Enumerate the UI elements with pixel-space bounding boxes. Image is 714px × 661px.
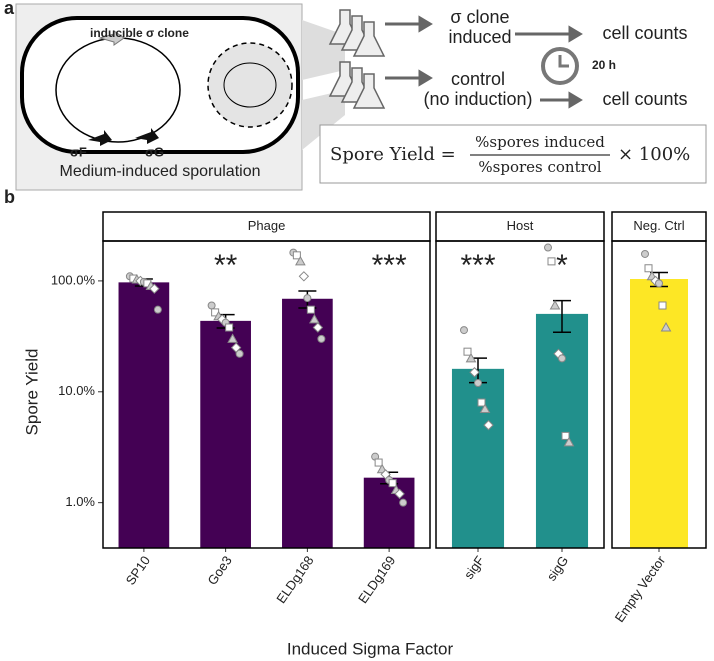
significance: ** — [214, 249, 238, 282]
data-point — [465, 352, 477, 363]
panel-strip — [611, 211, 707, 242]
x-tick-label: ELDg168 — [273, 553, 316, 606]
arrows — [385, 15, 583, 109]
panel-title: Phage — [248, 218, 286, 233]
x-tick-label: SP10 — [123, 553, 154, 588]
data-point — [644, 264, 653, 273]
zoom-wedge — [302, 90, 345, 150]
bar — [535, 313, 589, 548]
formula-denominator: %spores control — [478, 158, 601, 176]
panel-label: a — [4, 0, 15, 18]
y-axis-title: Spore Yield — [22, 349, 41, 436]
data-point — [547, 257, 556, 266]
gene-label: σG — [145, 144, 164, 159]
bar — [200, 320, 251, 548]
caption: Medium-induced sporulation — [60, 163, 261, 180]
plasmid-label: inducible σ clone — [90, 26, 189, 40]
bar — [451, 368, 505, 548]
control-label: (no induction) — [423, 89, 532, 109]
data-point — [561, 431, 570, 440]
data-point — [227, 333, 238, 343]
data-point — [660, 321, 672, 332]
y-tick-label: 1.0% — [65, 494, 95, 509]
data-point — [399, 498, 408, 507]
data-point — [469, 367, 480, 378]
data-point — [641, 249, 649, 258]
x-tick-label: Goe3 — [204, 553, 235, 588]
clock — [541, 47, 579, 85]
data-point — [655, 279, 663, 288]
gene-arrow — [88, 130, 112, 146]
significance: * — [556, 249, 568, 282]
data-point — [317, 334, 326, 343]
formula-factor: × 100% — [618, 144, 690, 165]
data-point — [207, 301, 216, 310]
spore-plasmid — [223, 62, 277, 108]
data-point — [558, 354, 566, 363]
data-point — [374, 458, 383, 467]
data-point — [544, 243, 552, 252]
formula-numerator: %spores induced — [475, 133, 605, 151]
data-point — [153, 305, 162, 314]
formula-lhs: Spore Yield = — [330, 144, 456, 165]
data-point — [460, 326, 468, 335]
bar — [363, 477, 415, 548]
formula-box — [319, 124, 707, 184]
data-point — [388, 479, 397, 488]
data-point — [295, 255, 306, 266]
x-axis-title: Induced Sigma Factor — [287, 639, 454, 658]
significance: *** — [460, 249, 495, 282]
data-point — [306, 305, 315, 314]
gene-label: σF — [70, 144, 87, 159]
panel-label: b — [4, 187, 15, 207]
bar — [118, 282, 170, 548]
panel-strip — [435, 211, 605, 242]
gene-arrow — [98, 30, 125, 46]
y-tick-label: 10.0% — [58, 383, 95, 398]
time-label: 20 h — [592, 58, 616, 72]
data-point — [225, 323, 234, 332]
data-point — [483, 419, 494, 431]
data-point — [549, 299, 561, 310]
x-tick-label: ELDg169 — [355, 553, 398, 606]
data-point — [298, 271, 310, 282]
data-point — [292, 251, 301, 260]
flasks — [328, 9, 386, 109]
panel-frame — [611, 240, 707, 549]
data-point — [312, 322, 324, 333]
data-point — [463, 347, 472, 356]
panel-frame — [435, 240, 605, 549]
x-tick-label: sigG — [544, 553, 572, 584]
data-point — [479, 403, 491, 413]
counts-label: cell counts — [602, 89, 687, 109]
panel-strip — [102, 211, 431, 242]
counts-label: cell counts — [602, 23, 687, 43]
y-tick-label: 100.0% — [51, 272, 96, 287]
x-tick-label: Empty Vector — [612, 553, 669, 625]
data-point — [309, 313, 320, 324]
data-point — [474, 378, 482, 387]
data-point — [235, 349, 244, 358]
panel-title: Host — [507, 218, 534, 233]
induced-label: induced — [448, 27, 511, 47]
error-bar — [553, 299, 571, 334]
bar — [282, 298, 333, 548]
data-point — [394, 488, 405, 500]
spore — [207, 42, 293, 128]
data-point — [658, 301, 667, 310]
data-point — [477, 398, 486, 407]
data-point — [303, 294, 312, 303]
x-tick-label: sigF — [461, 553, 487, 582]
bar — [630, 279, 688, 548]
clock-hands — [558, 55, 569, 68]
panel-frame — [102, 240, 431, 549]
data-point — [149, 283, 160, 294]
data-point — [563, 436, 575, 447]
gene-arrow — [135, 128, 159, 144]
induced-label: σ clone — [450, 7, 509, 27]
panel-title: Neg. Ctrl — [633, 218, 684, 233]
significance: *** — [372, 249, 407, 282]
control-label: control — [451, 69, 505, 89]
